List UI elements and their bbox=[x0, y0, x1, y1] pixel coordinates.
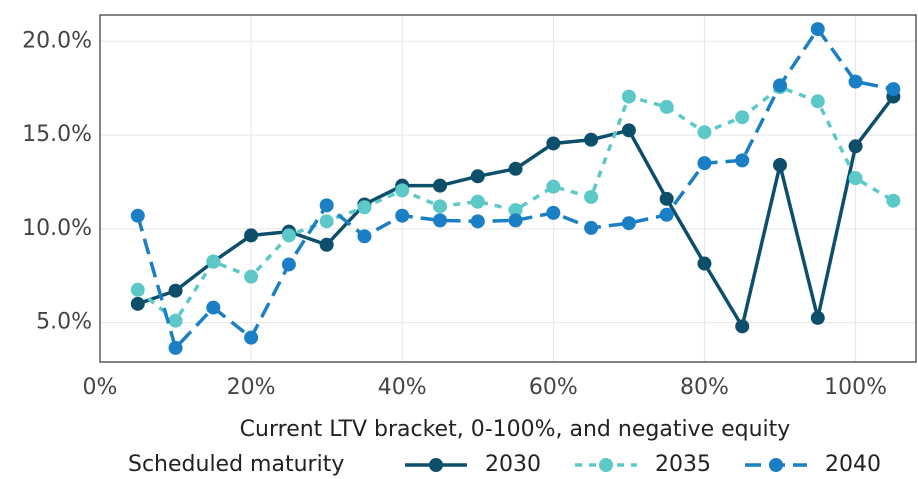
data-point bbox=[735, 110, 750, 125]
data-point bbox=[357, 229, 372, 244]
data-point bbox=[395, 208, 410, 223]
x-tick-label: 80% bbox=[680, 375, 729, 400]
data-point bbox=[508, 203, 523, 218]
data-point bbox=[244, 269, 259, 284]
data-point bbox=[659, 191, 674, 206]
data-point bbox=[168, 313, 183, 328]
data-point bbox=[206, 254, 221, 269]
y-tick-label: 15.0% bbox=[22, 122, 92, 147]
data-point bbox=[130, 282, 145, 297]
data-point bbox=[470, 194, 485, 209]
legend-label: 2030 bbox=[485, 452, 541, 477]
series-line bbox=[136, 85, 895, 324]
data-point bbox=[168, 340, 183, 355]
data-point bbox=[621, 89, 636, 104]
legend-label: 2040 bbox=[825, 452, 881, 477]
data-point bbox=[357, 200, 372, 215]
data-point bbox=[584, 189, 599, 204]
data-point bbox=[659, 207, 674, 222]
legend-marker bbox=[599, 458, 613, 472]
data-point bbox=[319, 214, 334, 229]
series-line bbox=[136, 26, 894, 352]
data-point bbox=[433, 213, 447, 228]
legend-label: 2035 bbox=[655, 452, 711, 477]
data-point bbox=[508, 213, 523, 228]
data-point bbox=[546, 136, 561, 151]
data-point bbox=[281, 228, 296, 243]
data-point bbox=[584, 132, 599, 147]
data-point bbox=[470, 169, 485, 184]
data-point bbox=[886, 82, 901, 97]
data-point bbox=[319, 198, 334, 213]
data-point bbox=[735, 153, 750, 168]
data-point bbox=[659, 99, 674, 114]
data-point bbox=[621, 123, 636, 138]
legend-marker bbox=[429, 458, 443, 472]
data-point bbox=[168, 283, 183, 298]
data-point bbox=[810, 94, 825, 109]
data-point bbox=[621, 216, 636, 231]
data-point bbox=[810, 22, 825, 37]
data-point bbox=[244, 228, 259, 243]
x-axis-label: Current LTV bracket, 0-100%, and negativ… bbox=[240, 417, 791, 442]
data-point bbox=[130, 296, 145, 311]
data-point bbox=[395, 183, 410, 198]
x-tick-label: 0% bbox=[83, 375, 118, 400]
data-point bbox=[546, 205, 561, 220]
data-point bbox=[470, 214, 485, 229]
data-point bbox=[433, 199, 447, 214]
data-point bbox=[810, 310, 825, 325]
data-point bbox=[546, 179, 561, 194]
x-tick-label: 100% bbox=[824, 375, 887, 400]
data-point bbox=[206, 300, 221, 315]
legend-marker bbox=[769, 458, 783, 472]
data-point bbox=[697, 256, 712, 271]
data-point bbox=[244, 330, 259, 345]
data-point bbox=[584, 220, 599, 235]
x-tick-label: 40% bbox=[378, 375, 427, 400]
y-tick-label: 20.0% bbox=[22, 28, 92, 53]
data-point bbox=[886, 193, 901, 208]
data-point bbox=[130, 208, 145, 223]
y-tick-label: 5.0% bbox=[36, 310, 92, 335]
data-point bbox=[697, 125, 712, 140]
data-point bbox=[735, 319, 750, 334]
data-point bbox=[281, 257, 296, 272]
data-point bbox=[773, 158, 787, 173]
legend-title: Scheduled maturity bbox=[128, 452, 344, 477]
data-point bbox=[848, 74, 863, 89]
data-point bbox=[697, 156, 712, 171]
data-point bbox=[848, 139, 863, 154]
data-point bbox=[319, 237, 334, 252]
data-point bbox=[433, 178, 447, 193]
data-point bbox=[508, 161, 523, 176]
y-tick-label: 10.0% bbox=[22, 216, 92, 241]
x-tick-label: 60% bbox=[529, 375, 578, 400]
data-point bbox=[848, 171, 863, 186]
data-point bbox=[773, 78, 787, 93]
plot-frame bbox=[99, 14, 917, 363]
x-tick-label: 20% bbox=[227, 375, 276, 400]
